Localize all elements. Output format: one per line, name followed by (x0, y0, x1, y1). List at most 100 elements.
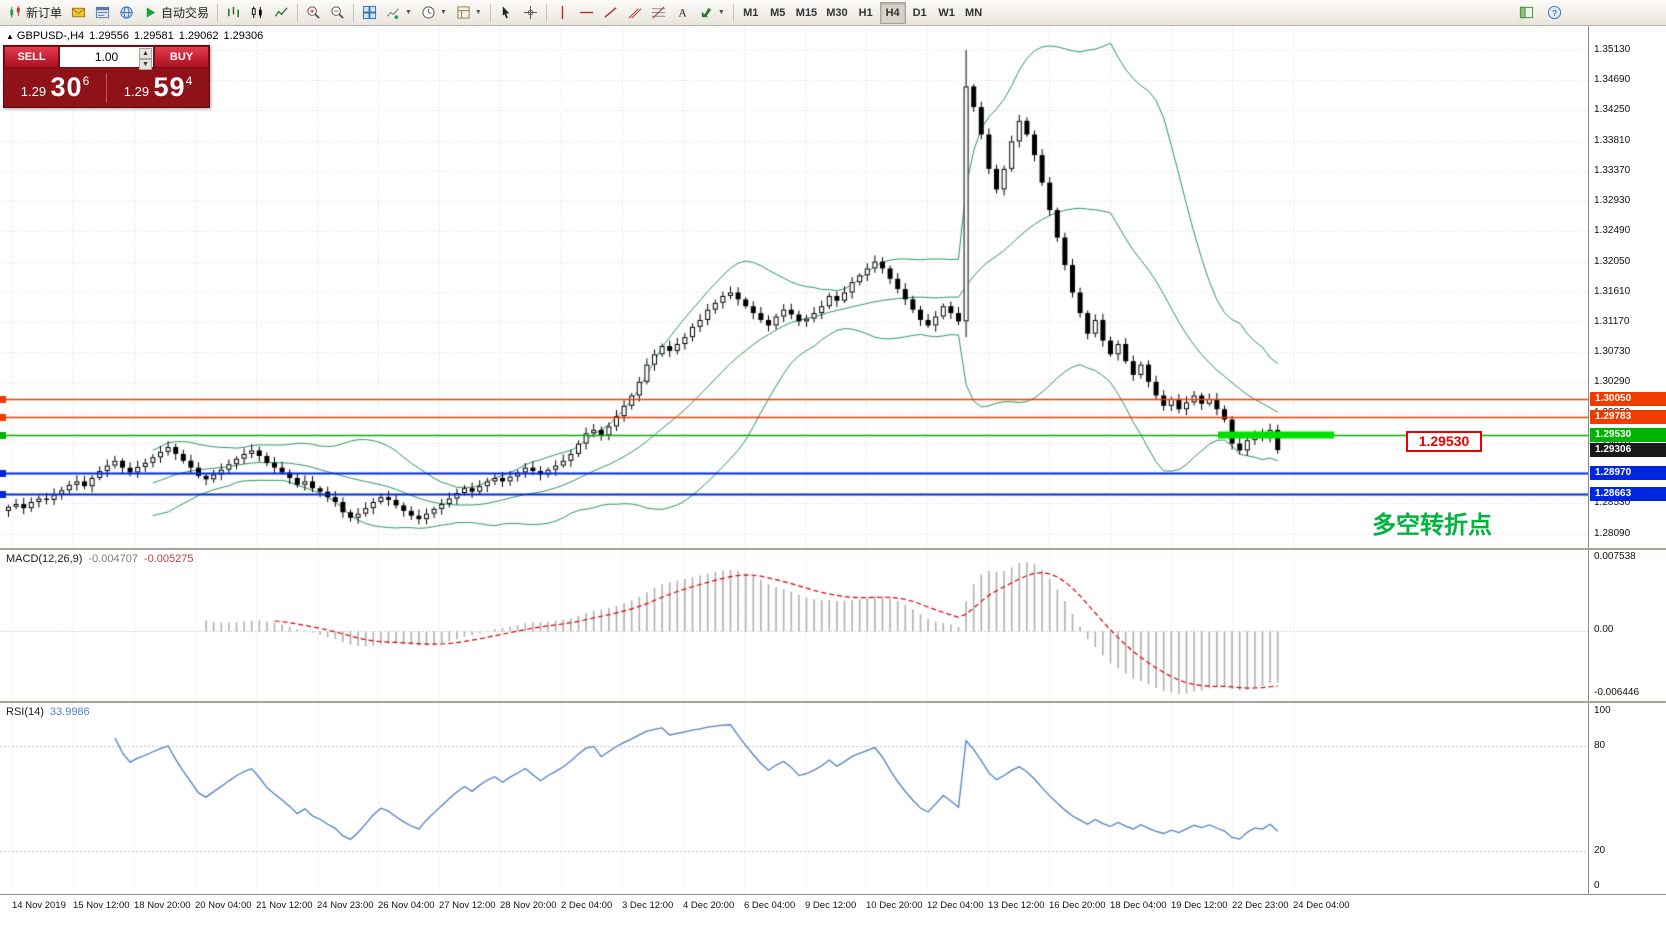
text-icon: A (678, 8, 687, 20)
templates-button[interactable]: ▼ (452, 2, 486, 24)
help-button[interactable]: ? (1543, 2, 1566, 24)
cursor-button[interactable] (495, 2, 518, 24)
price-flag[interactable]: 1.29530 (1406, 430, 1482, 452)
zoom-in-icon (307, 6, 320, 19)
time-label: 18 Nov 20:00 (134, 900, 191, 911)
timeframe-m15-button[interactable]: M15 (792, 2, 821, 24)
time-label: 14 Nov 2019 (12, 900, 66, 911)
dropdown-caret: ▼ (405, 9, 412, 16)
horizontal-line-icon (579, 11, 593, 14)
volume-spinner: ▲ ▼ (139, 48, 152, 70)
price-tick-label: 1.33810 (1594, 134, 1631, 146)
line-chart-button[interactable] (270, 2, 293, 24)
price-tick-label: 1.29410 (1594, 437, 1630, 448)
dropdown-caret: ▼ (474, 9, 482, 16)
price-tick-label: 1.34690 (1594, 74, 1631, 86)
terminal-button[interactable] (91, 2, 114, 24)
rsi-axis-label: 20 (1594, 845, 1606, 856)
price-chart-canvas[interactable] (0, 26, 1588, 548)
macd-axis[interactable]: 0.007538 0.00 -0.006446 (1588, 550, 1666, 701)
svg-text:?: ? (1552, 8, 1557, 18)
timeframe-m5-button[interactable]: M5 (765, 2, 791, 24)
price-divider (106, 72, 107, 103)
collapse-triangle-icon[interactable]: ▲ (6, 32, 14, 41)
channel-icon (628, 8, 642, 19)
timeframe-h1-button[interactable]: H1 (853, 2, 879, 24)
mail-button[interactable] (67, 2, 90, 24)
timeframe-w1-button[interactable]: W1 (934, 2, 960, 24)
macd-panel: MACD(12,26,9) -0.004707 -0.005275 0.007538… (0, 548, 1666, 701)
timeframe-d1-button[interactable]: D1 (907, 2, 933, 24)
fibonacci-button[interactable] (647, 2, 670, 24)
macd-axis-zero: 0.00 (1594, 624, 1614, 635)
volume-up-button[interactable]: ▲ (139, 48, 152, 59)
timeframe-m30-button[interactable]: M30 (822, 2, 851, 24)
trendline-button[interactable] (599, 2, 622, 24)
price-tick-label: 1.30730 (1594, 346, 1631, 358)
crosshair-button[interactable] (519, 2, 542, 24)
rsi-canvas[interactable] (0, 703, 1588, 894)
price-tick-label: 1.34250 (1594, 104, 1631, 116)
price-tick-label: 1.28530 (1594, 497, 1631, 509)
rsi-axis-label: 0 (1594, 880, 1600, 891)
horizontal-line-button[interactable] (575, 2, 598, 24)
new-order-button[interactable]: 新订单 (4, 2, 66, 24)
zoom-out-icon (331, 6, 344, 19)
autotrade-button[interactable]: 自动交易 (139, 2, 213, 24)
autotrade-label: 自动交易 (161, 6, 210, 20)
rsi-axis[interactable]: 100 80 20 0 (1588, 703, 1666, 894)
macd-axis-max: 0.007538 (1594, 551, 1636, 562)
volume-field[interactable]: 1.00 ▲ ▼ (59, 46, 154, 70)
periods-button[interactable]: ▼ (417, 2, 451, 24)
time-label: 28 Nov 20:00 (500, 900, 557, 911)
hline-price-chip: 1.29783 (1590, 410, 1666, 425)
channel-button[interactable] (623, 2, 646, 24)
ohlc-open: 1.29556 (89, 30, 129, 42)
price-tick-label: 1.31170 (1594, 316, 1630, 328)
timeframe-mn-button[interactable]: MN (961, 2, 987, 24)
macd-canvas[interactable] (0, 550, 1588, 701)
ohlc-low: 1.29062 (178, 30, 219, 42)
ask-main: 1.29 (123, 84, 150, 99)
price-tick-label: 1.33370 (1594, 164, 1631, 176)
timeframe-group: M1 M5 M15 M30 H1 H4 D1 W1 MN (738, 1, 987, 24)
candlestick-chart-button[interactable] (246, 2, 269, 24)
indicators-button[interactable]: ▼ (382, 2, 416, 24)
ask-price-display[interactable]: 1.29 594 (107, 72, 209, 103)
ask-big: 59 (153, 72, 186, 102)
rsi-panel: RSI(14) 33.9986 100 80 20 0 (0, 701, 1666, 894)
ohlc-close: 1.29306 (223, 30, 264, 42)
bar-chart-button[interactable] (222, 2, 245, 24)
new-order-label: 新订单 (26, 6, 63, 20)
buy-button[interactable]: BUY (154, 46, 209, 68)
docking-button[interactable] (1515, 2, 1538, 24)
timeframe-h4-button[interactable]: H4 (879, 1, 906, 24)
arrows-button[interactable]: ▼ (695, 2, 729, 24)
dropdown-caret: ▼ (439, 9, 447, 16)
price-tick-label: 1.32490 (1594, 225, 1631, 237)
macd-value: -0.004707 (88, 553, 138, 565)
tile-windows-button[interactable] (358, 2, 381, 24)
time-axis[interactable]: 14 Nov 2019 15 Nov 12:00 18 Nov 20:00 20 No… (0, 894, 1666, 916)
bid-price-display[interactable]: 1.29 306 (4, 72, 106, 103)
vertical-line-icon (561, 5, 564, 20)
dropdown-caret: ▼ (717, 9, 725, 16)
vertical-line-button[interactable] (551, 2, 574, 24)
symbol-header: ▲ GBPUSD-,H4 1.29556 1.29581 1.29062 1.29306 (6, 30, 268, 42)
chart-annotation[interactable]: 多空转折点 (1372, 511, 1492, 539)
terminal-icon (95, 6, 110, 19)
time-label: 4 Dec 20:00 (683, 900, 735, 911)
hline-price-chip: 1.28663 (1590, 487, 1666, 502)
text-button[interactable]: A (671, 2, 694, 24)
volume-down-button[interactable]: ▼ (139, 59, 152, 70)
line-chart-icon (274, 7, 288, 17)
zoom-out-button[interactable] (326, 2, 349, 24)
sell-button[interactable]: SELL (4, 46, 59, 68)
main-price-axis[interactable]: 1.35130 1.34690 1.34250 1.33810 1.33370 1.329… (1588, 26, 1666, 548)
community-button[interactable] (115, 2, 138, 24)
time-label: 24 Nov 23:00 (317, 900, 374, 911)
timeframe-m1-button[interactable]: M1 (738, 2, 764, 24)
new-order-icon (10, 5, 20, 19)
docking-icon (1519, 6, 1534, 19)
zoom-in-button[interactable] (302, 2, 325, 24)
